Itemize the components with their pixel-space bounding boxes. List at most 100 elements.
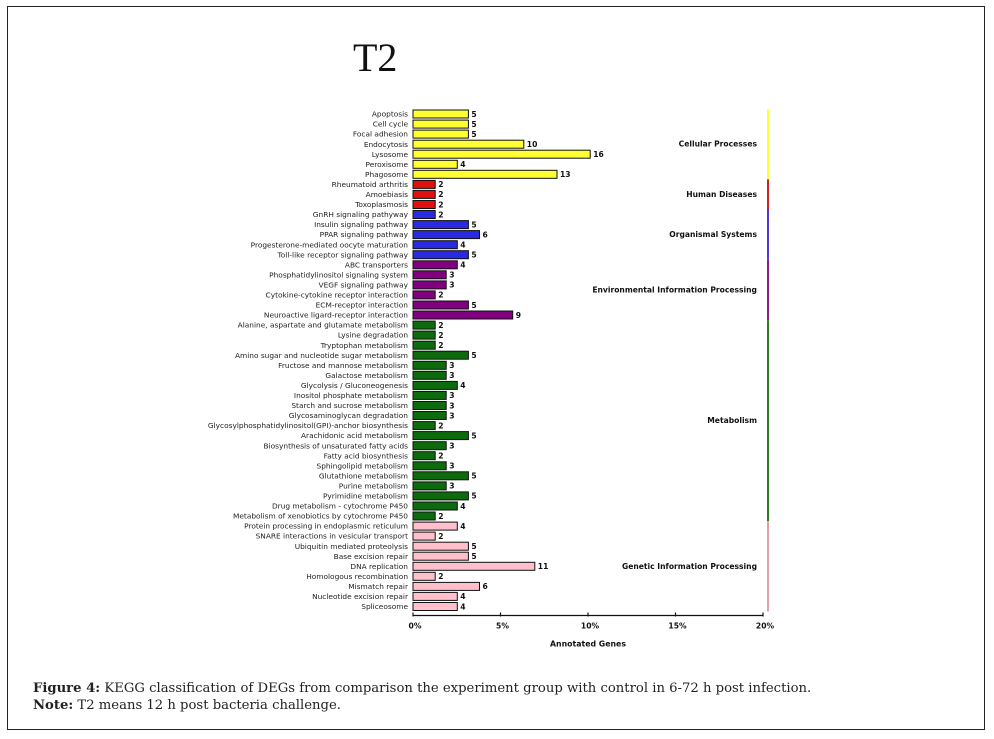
- x-tick-label: 20%: [756, 622, 775, 631]
- value-label: 3: [449, 462, 454, 471]
- value-label: 4: [460, 160, 465, 169]
- value-label: 4: [460, 602, 465, 611]
- caption-label: Figure 4:: [33, 681, 101, 696]
- value-label: 5: [471, 120, 476, 129]
- category-label: DNA replication: [350, 562, 408, 571]
- value-label: 3: [449, 482, 454, 491]
- value-label: 2: [438, 341, 443, 350]
- value-label: 6: [483, 582, 488, 591]
- value-label: 5: [471, 472, 476, 481]
- bar: [412, 561, 536, 571]
- bar: [412, 461, 447, 471]
- bar: [412, 290, 436, 300]
- x-tick-label: 15%: [668, 622, 687, 631]
- bar: [412, 380, 458, 390]
- category-label: Arachidonic acid metabolism: [301, 431, 408, 440]
- category-label: Phagosome: [365, 170, 408, 179]
- category-label: Fructose and mannose metabolism: [278, 361, 408, 370]
- group-label: Cellular Processes: [679, 140, 758, 149]
- bar: [412, 230, 480, 240]
- category-label: Progesterone-mediated oocyte maturation: [251, 240, 409, 249]
- bar: [412, 210, 436, 219]
- category-label: Biosynthesis of unsaturated fatty acids: [264, 441, 409, 450]
- value-label: 5: [471, 351, 476, 360]
- value-label: 2: [438, 512, 443, 521]
- bar: [412, 531, 436, 541]
- value-label: 2: [438, 321, 443, 330]
- category-label: Amino sugar and nucleotide sugar metabol…: [235, 351, 408, 360]
- bar: [412, 340, 436, 350]
- bar: [412, 390, 447, 400]
- note-text: T2 means 12 h post bacteria challenge.: [73, 698, 341, 713]
- bar: [412, 521, 458, 531]
- bar: [412, 602, 458, 611]
- category-label: Neuroactive ligard-receptor interaction: [264, 311, 408, 320]
- value-label: 5: [471, 431, 476, 440]
- bar: [412, 200, 436, 209]
- bar: [412, 280, 447, 290]
- value-label: 4: [460, 502, 465, 511]
- value-label: 4: [460, 381, 465, 390]
- category-label: Purine metabolism: [339, 482, 408, 491]
- category-label: Base excision repair: [334, 552, 409, 561]
- category-label: Spliceosome: [361, 602, 408, 611]
- value-label: 3: [449, 361, 454, 370]
- category-label: Tryptophan metabolism: [320, 341, 408, 350]
- value-label: 5: [471, 220, 476, 229]
- value-label: 2: [438, 532, 443, 541]
- category-label: Glycolysis / Gluconeogenesis: [301, 381, 408, 390]
- value-label: 3: [449, 271, 454, 280]
- bar: [412, 350, 469, 360]
- bar: [412, 370, 447, 380]
- figure-frame: [7, 6, 985, 730]
- group-label: Genetic Information Processing: [622, 562, 757, 571]
- category-label: Nucleotide excision repair: [312, 592, 409, 601]
- bar: [412, 491, 469, 501]
- bar: [412, 220, 469, 230]
- value-label: 3: [449, 442, 454, 451]
- group-label: Organismal Systems: [669, 230, 757, 239]
- category-label: Galactose metabolism: [325, 371, 408, 380]
- caption-text: KEGG classification of DEGs from compari…: [100, 681, 812, 696]
- value-label: 3: [449, 411, 454, 420]
- category-label: Ubiquitin mediated proteolysis: [295, 542, 408, 551]
- bar: [412, 250, 469, 260]
- category-label: Lysosome: [372, 150, 409, 159]
- category-label: Drug metabolism - cytochrome P450: [272, 502, 408, 511]
- bar: [412, 481, 447, 491]
- category-label: SNARE interactions in vesicular transpor…: [256, 532, 408, 541]
- x-tick-label: 5%: [496, 622, 509, 631]
- value-label: 3: [449, 371, 454, 380]
- category-label: Alanine, aspartate and glutamate metabol…: [238, 321, 408, 330]
- category-label: Rheumatoid arthritis: [332, 180, 408, 189]
- x-axis-title: Annotated Genes: [550, 640, 626, 649]
- category-label: Protein processing in endoplasmic reticu…: [244, 522, 408, 531]
- bar: [412, 541, 469, 551]
- value-label: 13: [560, 170, 571, 179]
- value-label: 3: [449, 391, 454, 400]
- value-label: 5: [471, 130, 476, 139]
- bar: [412, 360, 447, 370]
- bar: [412, 320, 436, 330]
- value-label: 4: [460, 522, 465, 531]
- category-label: Peroxisome: [366, 160, 409, 169]
- chart-title: T2: [353, 35, 398, 80]
- bar: [412, 119, 469, 129]
- group-label: Environmental Information Processing: [592, 285, 757, 294]
- category-label: PPAR signaling pathway: [320, 230, 409, 239]
- value-label: 11: [538, 562, 549, 571]
- category-label: GnRH signaling pathyway: [313, 210, 409, 219]
- category-label: Focal adhesion: [353, 130, 408, 139]
- bar: [412, 310, 514, 320]
- category-label: ABC transporters: [345, 260, 408, 269]
- bar: [412, 169, 558, 179]
- category-label: Glycosylphosphatidylinositol(GPI)-anchor…: [208, 421, 408, 430]
- value-label: 2: [438, 210, 443, 219]
- category-label: Homologous recombination: [306, 572, 408, 581]
- bar: [412, 139, 525, 149]
- bar: [412, 471, 469, 481]
- category-label: Starch and sucrose metabolism: [291, 401, 408, 410]
- bar: [412, 501, 458, 511]
- value-label: 4: [460, 592, 465, 601]
